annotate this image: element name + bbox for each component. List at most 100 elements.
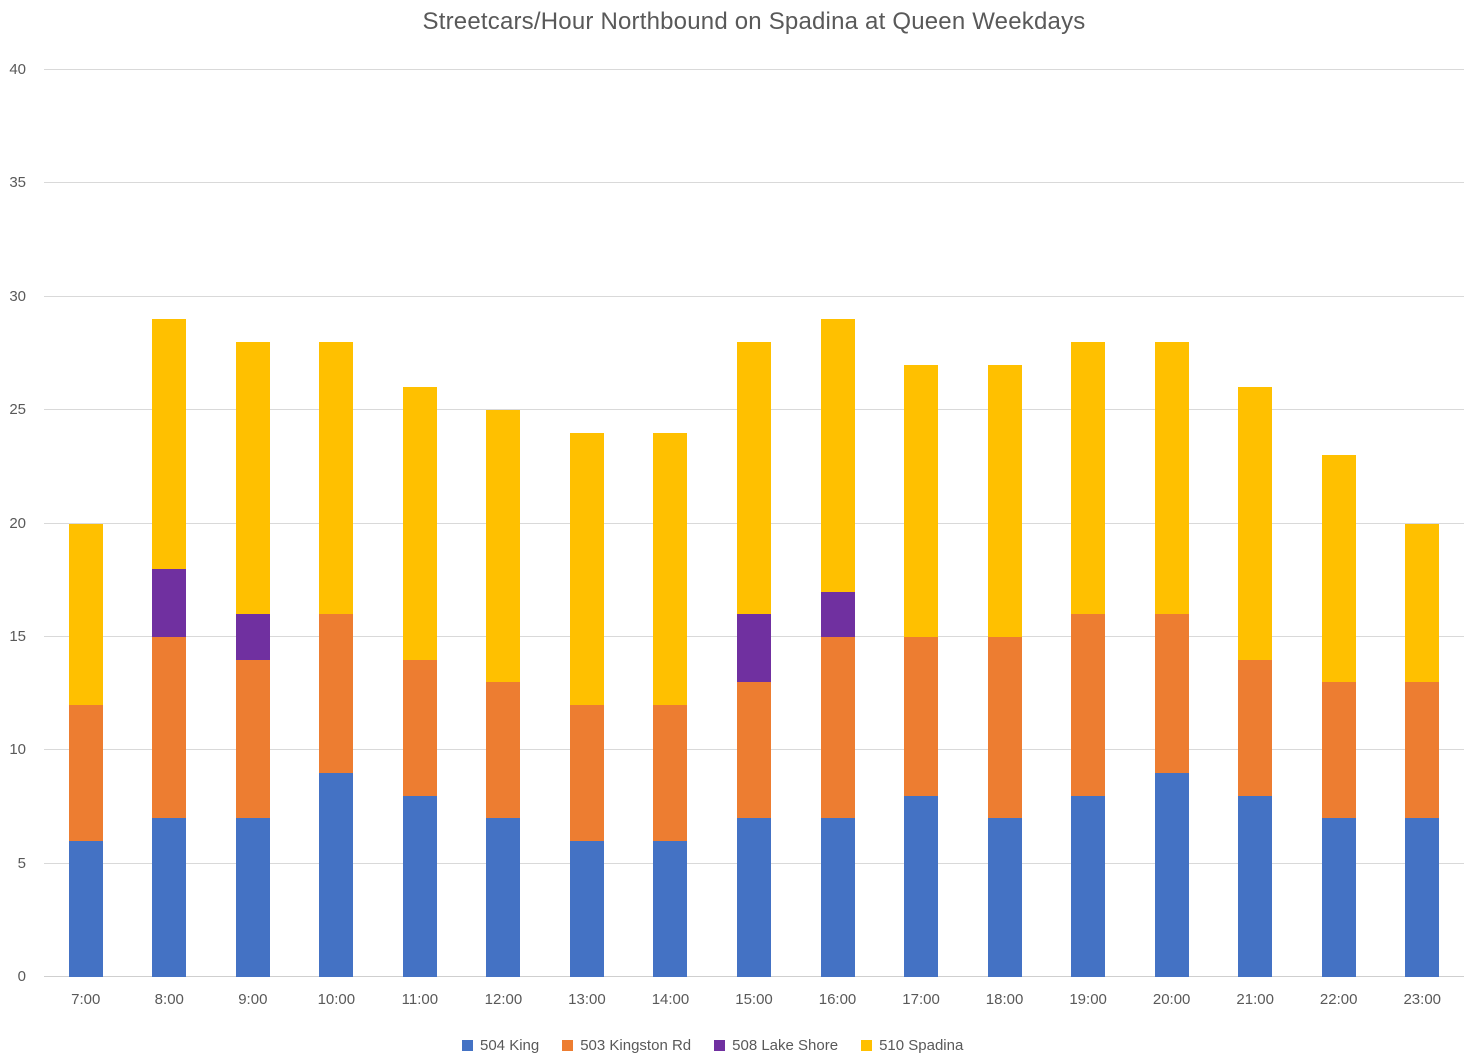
- legend-item-508-lake-shore: 508 Lake Shore: [714, 1037, 838, 1054]
- bar-segment-19:00-504-king: [1071, 795, 1106, 977]
- bar-segment-21:00-510-spadina: [1238, 387, 1273, 660]
- bar-segment-12:00-503-kingston-rd: [486, 682, 521, 819]
- bar-segment-14:00-504-king: [653, 840, 688, 977]
- x-tick-label-9:00: 9:00: [238, 991, 268, 1008]
- bar-segment-18:00-503-kingston-rd: [987, 636, 1022, 819]
- y-tick-label-15: 15: [9, 627, 26, 645]
- x-tick-label-19:00: 19:00: [1069, 991, 1107, 1008]
- legend-swatch-icon: [462, 1040, 473, 1051]
- bar-segment-9:00-504-king: [235, 818, 270, 977]
- bar-segment-8:00-503-kingston-rd: [152, 636, 187, 819]
- x-tick-label-22:00: 22:00: [1319, 991, 1358, 1008]
- bar-segment-17:00-504-king: [904, 795, 939, 977]
- legend-item-504-king: 504 King: [462, 1037, 539, 1054]
- x-tick-label-16:00: 16:00: [818, 991, 857, 1008]
- bar-segment-11:00-503-kingston-rd: [402, 659, 437, 796]
- x-tick-label-7:00: 7:00: [71, 991, 101, 1008]
- legend-swatch-icon: [562, 1040, 574, 1051]
- bar-segment-14:00-503-kingston-rd: [653, 704, 688, 841]
- bar-segment-15:00-504-king: [737, 818, 771, 977]
- bar-segment-15:00-510-spadina: [737, 342, 771, 615]
- y-tick-label-35: 35: [9, 174, 26, 192]
- x-tick-label-11:00: 11:00: [401, 991, 439, 1008]
- bar-segment-22:00-510-spadina: [1321, 455, 1356, 683]
- x-tick-label-17:00: 17:00: [902, 991, 940, 1008]
- bar-segment-11:00-510-spadina: [402, 387, 437, 660]
- bar-segment-23:00-504-king: [1405, 818, 1440, 977]
- y-tick-label-25: 25: [9, 401, 26, 419]
- bar-segment-17:00-510-spadina: [904, 364, 939, 637]
- legend: 504 King 503 Kingston Rd 508 Lake Shore 510…: [462, 1037, 963, 1054]
- x-tick-label-23:00: 23:00: [1403, 991, 1442, 1008]
- x-tick-label-18:00: 18:00: [985, 991, 1024, 1008]
- bar-segment-19:00-503-kingston-rd: [1071, 614, 1106, 796]
- bar-segment-22:00-504-king: [1321, 818, 1356, 977]
- bar-segment-18:00-510-spadina: [987, 364, 1022, 637]
- x-tick-label-12:00: 12:00: [484, 991, 523, 1008]
- bar-segment-10:00-510-spadina: [319, 342, 354, 615]
- y-tick-label-30: 30: [9, 287, 26, 305]
- bar-segment-19:00-510-spadina: [1071, 342, 1106, 615]
- bar-segment-12:00-510-spadina: [486, 410, 521, 683]
- x-tick-label-13:00: 13:00: [568, 991, 606, 1008]
- plot-area: [44, 69, 1464, 977]
- y-axis-tick-labels: 0 5 10 15 20 25 30 35 40: [0, 61, 26, 985]
- bar-segment-7:00-503-kingston-rd: [68, 704, 103, 841]
- legend-label: 508 Lake Shore: [732, 1037, 839, 1054]
- bar-segment-23:00-510-spadina: [1405, 523, 1440, 683]
- bar-segment-9:00-508-lake-shore: [235, 614, 270, 660]
- gridline-35: [44, 182, 1464, 184]
- bar-segment-12:00-504-king: [486, 818, 521, 977]
- bar-segment-15:00-503-kingston-rd: [737, 682, 771, 819]
- bar-segment-8:00-508-lake-shore: [152, 568, 187, 637]
- legend-item-503-kingston-rd: 503 Kingston Rd: [562, 1037, 691, 1054]
- y-tick-label-10: 10: [9, 741, 26, 759]
- legend-swatch-icon: [714, 1040, 726, 1051]
- y-tick-label-40: 40: [9, 61, 26, 78]
- bar-segment-11:00-504-king: [402, 795, 437, 977]
- bar-segment-21:00-503-kingston-rd: [1238, 659, 1273, 796]
- x-tick-label-15:00: 15:00: [735, 991, 773, 1008]
- y-tick-label-0: 0: [17, 968, 26, 985]
- chart-title: Streetcars/Hour Northbound on Spadina at…: [422, 8, 1086, 35]
- bar-segment-17:00-503-kingston-rd: [904, 636, 939, 796]
- bar-segment-16:00-510-spadina: [820, 319, 855, 592]
- bar-segment-14:00-510-spadina: [653, 432, 688, 705]
- bar-segment-20:00-510-spadina: [1154, 342, 1189, 615]
- legend-swatch-icon: [861, 1040, 873, 1051]
- x-tick-label-8:00: 8:00: [154, 991, 184, 1008]
- y-tick-label-5: 5: [17, 854, 26, 872]
- bar-segment-18:00-504-king: [987, 818, 1022, 977]
- bar-segment-16:00-503-kingston-rd: [820, 636, 855, 819]
- bar-segment-7:00-504-king: [68, 840, 103, 977]
- bar-segment-23:00-503-kingston-rd: [1405, 682, 1440, 819]
- gridline-30: [44, 295, 1464, 297]
- bar-segment-13:00-503-kingston-rd: [569, 704, 604, 841]
- bar-segment-13:00-504-king: [569, 840, 604, 977]
- y-tick-label-20: 20: [9, 514, 26, 532]
- bar-segment-15:00-508-lake-shore: [737, 614, 771, 683]
- bar-segment-8:00-504-king: [152, 818, 187, 977]
- bar-segment-7:00-510-spadina: [68, 523, 103, 705]
- gridline-40: [44, 69, 1464, 70]
- bar-segment-16:00-504-king: [820, 818, 855, 977]
- bar-segment-9:00-510-spadina: [235, 342, 270, 615]
- bar-segment-9:00-503-kingston-rd: [235, 659, 270, 819]
- bar-segment-22:00-503-kingston-rd: [1321, 682, 1356, 819]
- bar-segment-10:00-504-king: [319, 772, 354, 977]
- x-tick-label-14:00: 14:00: [651, 991, 690, 1008]
- bar-segment-20:00-504-king: [1154, 772, 1189, 977]
- bar-segment-10:00-503-kingston-rd: [319, 614, 354, 773]
- bar-segment-16:00-508-lake-shore: [820, 591, 855, 637]
- x-tick-label-10:00: 10:00: [317, 991, 356, 1008]
- bar-segment-20:00-503-kingston-rd: [1154, 614, 1189, 773]
- bar-segment-13:00-510-spadina: [569, 432, 604, 705]
- legend-label: 503 Kingston Rd: [580, 1037, 692, 1054]
- bar-segment-8:00-510-spadina: [152, 319, 187, 569]
- legend-label: 510 Spadina: [879, 1037, 964, 1054]
- x-tick-label-20:00: 20:00: [1152, 991, 1191, 1008]
- x-tick-label-21:00: 21:00: [1236, 991, 1274, 1008]
- legend-label: 504 King: [480, 1037, 540, 1054]
- bar-segment-21:00-504-king: [1238, 795, 1273, 977]
